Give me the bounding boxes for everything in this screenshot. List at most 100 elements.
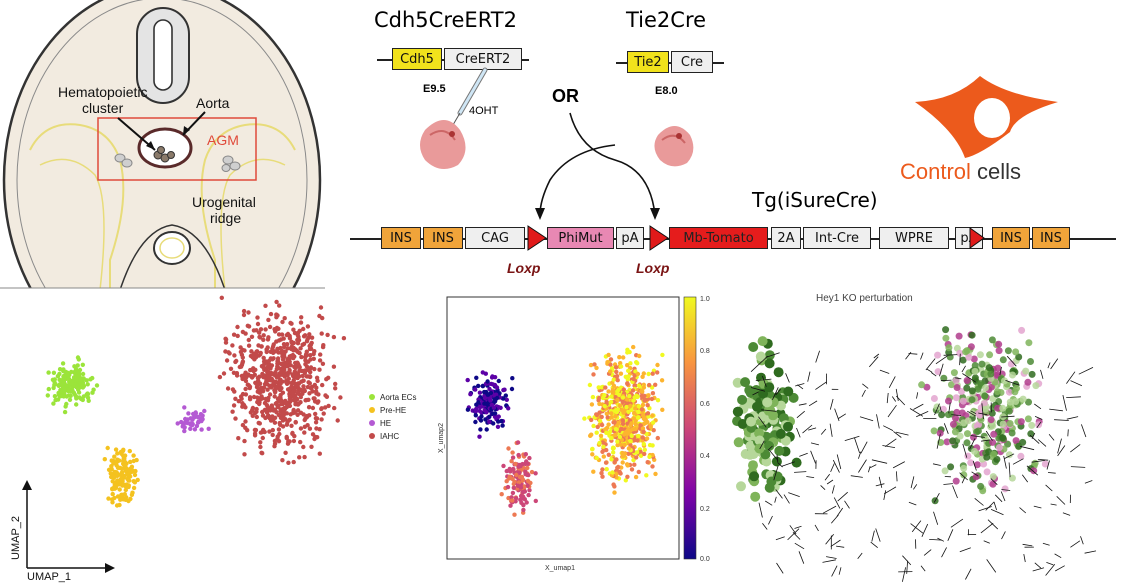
- iahc-point: [258, 352, 263, 357]
- aorta-ec-point: [53, 397, 58, 403]
- legend-pre-he: Pre-HE: [380, 406, 406, 415]
- pseudotime-point: [473, 409, 478, 414]
- pseudotime-point: [632, 462, 637, 467]
- perturbation-node: [1012, 348, 1020, 356]
- iahc-point: [261, 373, 267, 378]
- velocity-arrow: [1057, 445, 1066, 457]
- pseudotime-point: [600, 467, 605, 472]
- iahc-point: [302, 333, 308, 338]
- iahc-point: [223, 340, 229, 345]
- aorta-ec-point: [51, 370, 57, 375]
- iahc-point: [272, 438, 278, 444]
- pseudotime-point: [616, 407, 621, 412]
- pseudotime-point: [506, 446, 511, 451]
- perturbation-node: [994, 388, 1001, 396]
- pseudotime-point: [518, 463, 523, 469]
- pre-he-point: [110, 486, 115, 491]
- perturbation-node: [764, 382, 775, 393]
- iahc-point: [223, 337, 229, 342]
- iahc-point: [267, 392, 273, 397]
- velocity-arrow: [1040, 369, 1044, 379]
- pseudotime-point: [589, 402, 595, 407]
- pseudotime-point: [635, 415, 641, 420]
- transgene-title: Tg(iSureCre): [752, 188, 878, 212]
- iahc-point: [306, 405, 312, 410]
- pseudotime-point: [613, 427, 619, 432]
- pre-he-point: [106, 467, 112, 472]
- velocity-arrow: [1057, 438, 1062, 454]
- iahc-point: [318, 305, 324, 310]
- pseudotime-point: [640, 374, 645, 379]
- perturbation-node: [1006, 398, 1014, 406]
- iahc-point: [278, 395, 283, 400]
- aorta-ec-point: [68, 389, 74, 394]
- iahc-point: [304, 397, 309, 403]
- cbar-tick-0.2: 0.2: [700, 506, 710, 513]
- velocity-arrow: [857, 552, 863, 559]
- he-point: [182, 420, 188, 425]
- iahc-point: [230, 409, 235, 414]
- pseudotime-point: [633, 474, 639, 480]
- cbar-tick-0.4: 0.4: [700, 453, 710, 460]
- velocity-arrow: [814, 524, 819, 532]
- pseudotime-point: [598, 433, 604, 438]
- perturbation-node: [941, 467, 949, 475]
- perturbation-node: [1028, 421, 1036, 429]
- velocity-arrow: [1046, 460, 1050, 470]
- pseudotime-point: [625, 397, 630, 402]
- velocity-arrow: [761, 409, 777, 412]
- pre-he-point: [132, 472, 138, 478]
- cluster-label: cluster: [82, 100, 124, 116]
- pseudotime-point: [492, 414, 498, 419]
- pseudotime-point: [634, 455, 639, 460]
- iahc-point: [273, 379, 278, 385]
- iahc-point: [243, 386, 248, 392]
- velocity-arrow: [962, 373, 977, 383]
- pre-he-point: [129, 492, 135, 497]
- velocity-arrow: [1066, 371, 1076, 384]
- pseudotime-point: [488, 390, 494, 396]
- iahc-point: [302, 454, 307, 460]
- perturbation-node: [967, 459, 975, 467]
- pseudotime-point: [626, 409, 631, 414]
- pseudotime-point: [636, 409, 641, 415]
- colorbar: [683, 296, 697, 560]
- iahc-point: [246, 337, 251, 343]
- perturbation-node: [754, 428, 765, 439]
- velocity-arrow: [868, 356, 879, 368]
- velocity-arrow: [892, 461, 905, 469]
- velocity-arrow: [829, 398, 834, 410]
- velocity-arrow: [978, 412, 988, 416]
- velocity-arrow: [920, 352, 924, 360]
- pseudotime-point: [647, 454, 652, 459]
- iahc-point: [288, 320, 293, 326]
- velocity-arrow: [1037, 459, 1049, 461]
- pseudotime-point: [615, 442, 620, 448]
- perturbation-node: [995, 340, 1003, 348]
- iahc-point: [325, 332, 330, 338]
- perturbation-node: [982, 384, 989, 392]
- pseudotime-point: [602, 404, 607, 409]
- perturbation-node: [960, 471, 968, 479]
- iahc-point: [314, 426, 319, 431]
- loxp-label-2: Loxp: [636, 260, 670, 276]
- velocity-arrow: [929, 539, 942, 541]
- pre-he-point: [115, 494, 121, 499]
- embryo-e80-icon: [654, 126, 694, 167]
- perturbation-node: [945, 397, 952, 405]
- aorta-ec-point: [57, 382, 63, 387]
- perturbation-node: [942, 326, 950, 334]
- iahc-point: [317, 313, 322, 319]
- iahc-point: [260, 409, 265, 415]
- iahc-point: [283, 398, 288, 404]
- velocity-arrow: [902, 555, 912, 566]
- pseudotime-point: [478, 418, 484, 423]
- perturbation-node: [994, 364, 1002, 372]
- perturbation-node: [958, 409, 966, 417]
- iahc-point: [221, 371, 227, 376]
- velocity-arrow: [1006, 355, 1017, 367]
- pseudotime-point: [526, 492, 531, 498]
- velocity-arrow: [802, 424, 813, 434]
- iahc-point: [295, 408, 301, 413]
- he-point: [192, 412, 197, 417]
